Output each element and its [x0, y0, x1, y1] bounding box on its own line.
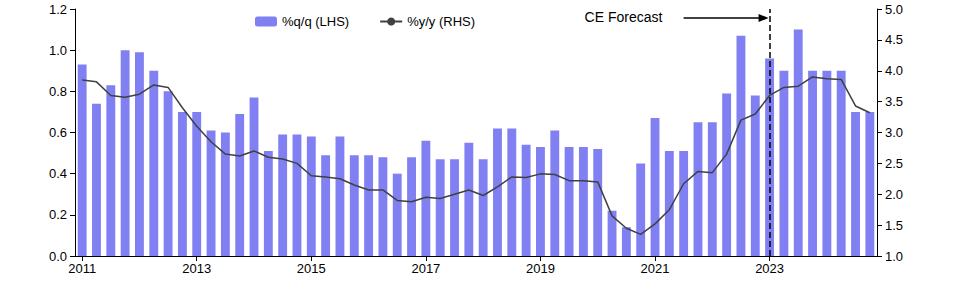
svg-text:1.5: 1.5: [885, 218, 903, 233]
svg-text:3.5: 3.5: [885, 94, 903, 109]
svg-text:0.6: 0.6: [49, 125, 67, 140]
svg-text:4.0: 4.0: [885, 63, 903, 78]
svg-text:2021: 2021: [641, 261, 670, 276]
svg-text:3.0: 3.0: [885, 125, 903, 140]
svg-text:%y/y (RHS): %y/y (RHS): [407, 14, 475, 29]
svg-text:1.2: 1.2: [49, 2, 67, 17]
svg-text:2017: 2017: [411, 261, 440, 276]
svg-text:1.0: 1.0: [885, 249, 903, 264]
svg-text:2013: 2013: [182, 261, 211, 276]
svg-text:1.0: 1.0: [49, 43, 67, 58]
svg-text:0.4: 0.4: [49, 166, 67, 181]
svg-text:0.0: 0.0: [49, 249, 67, 264]
svg-text:CE Forecast: CE Forecast: [585, 9, 663, 25]
svg-text:2015: 2015: [297, 261, 326, 276]
svg-text:5.0: 5.0: [885, 2, 903, 17]
svg-text:2.0: 2.0: [885, 187, 903, 202]
svg-text:2019: 2019: [526, 261, 555, 276]
svg-text:0.2: 0.2: [49, 207, 67, 222]
svg-text:0.8: 0.8: [49, 84, 67, 99]
svg-text:2011: 2011: [68, 261, 96, 276]
svg-text:2.5: 2.5: [885, 156, 903, 171]
svg-text:2023: 2023: [755, 261, 784, 276]
svg-text:4.5: 4.5: [885, 32, 903, 47]
svg-text:%q/q (LHS): %q/q (LHS): [282, 14, 349, 29]
